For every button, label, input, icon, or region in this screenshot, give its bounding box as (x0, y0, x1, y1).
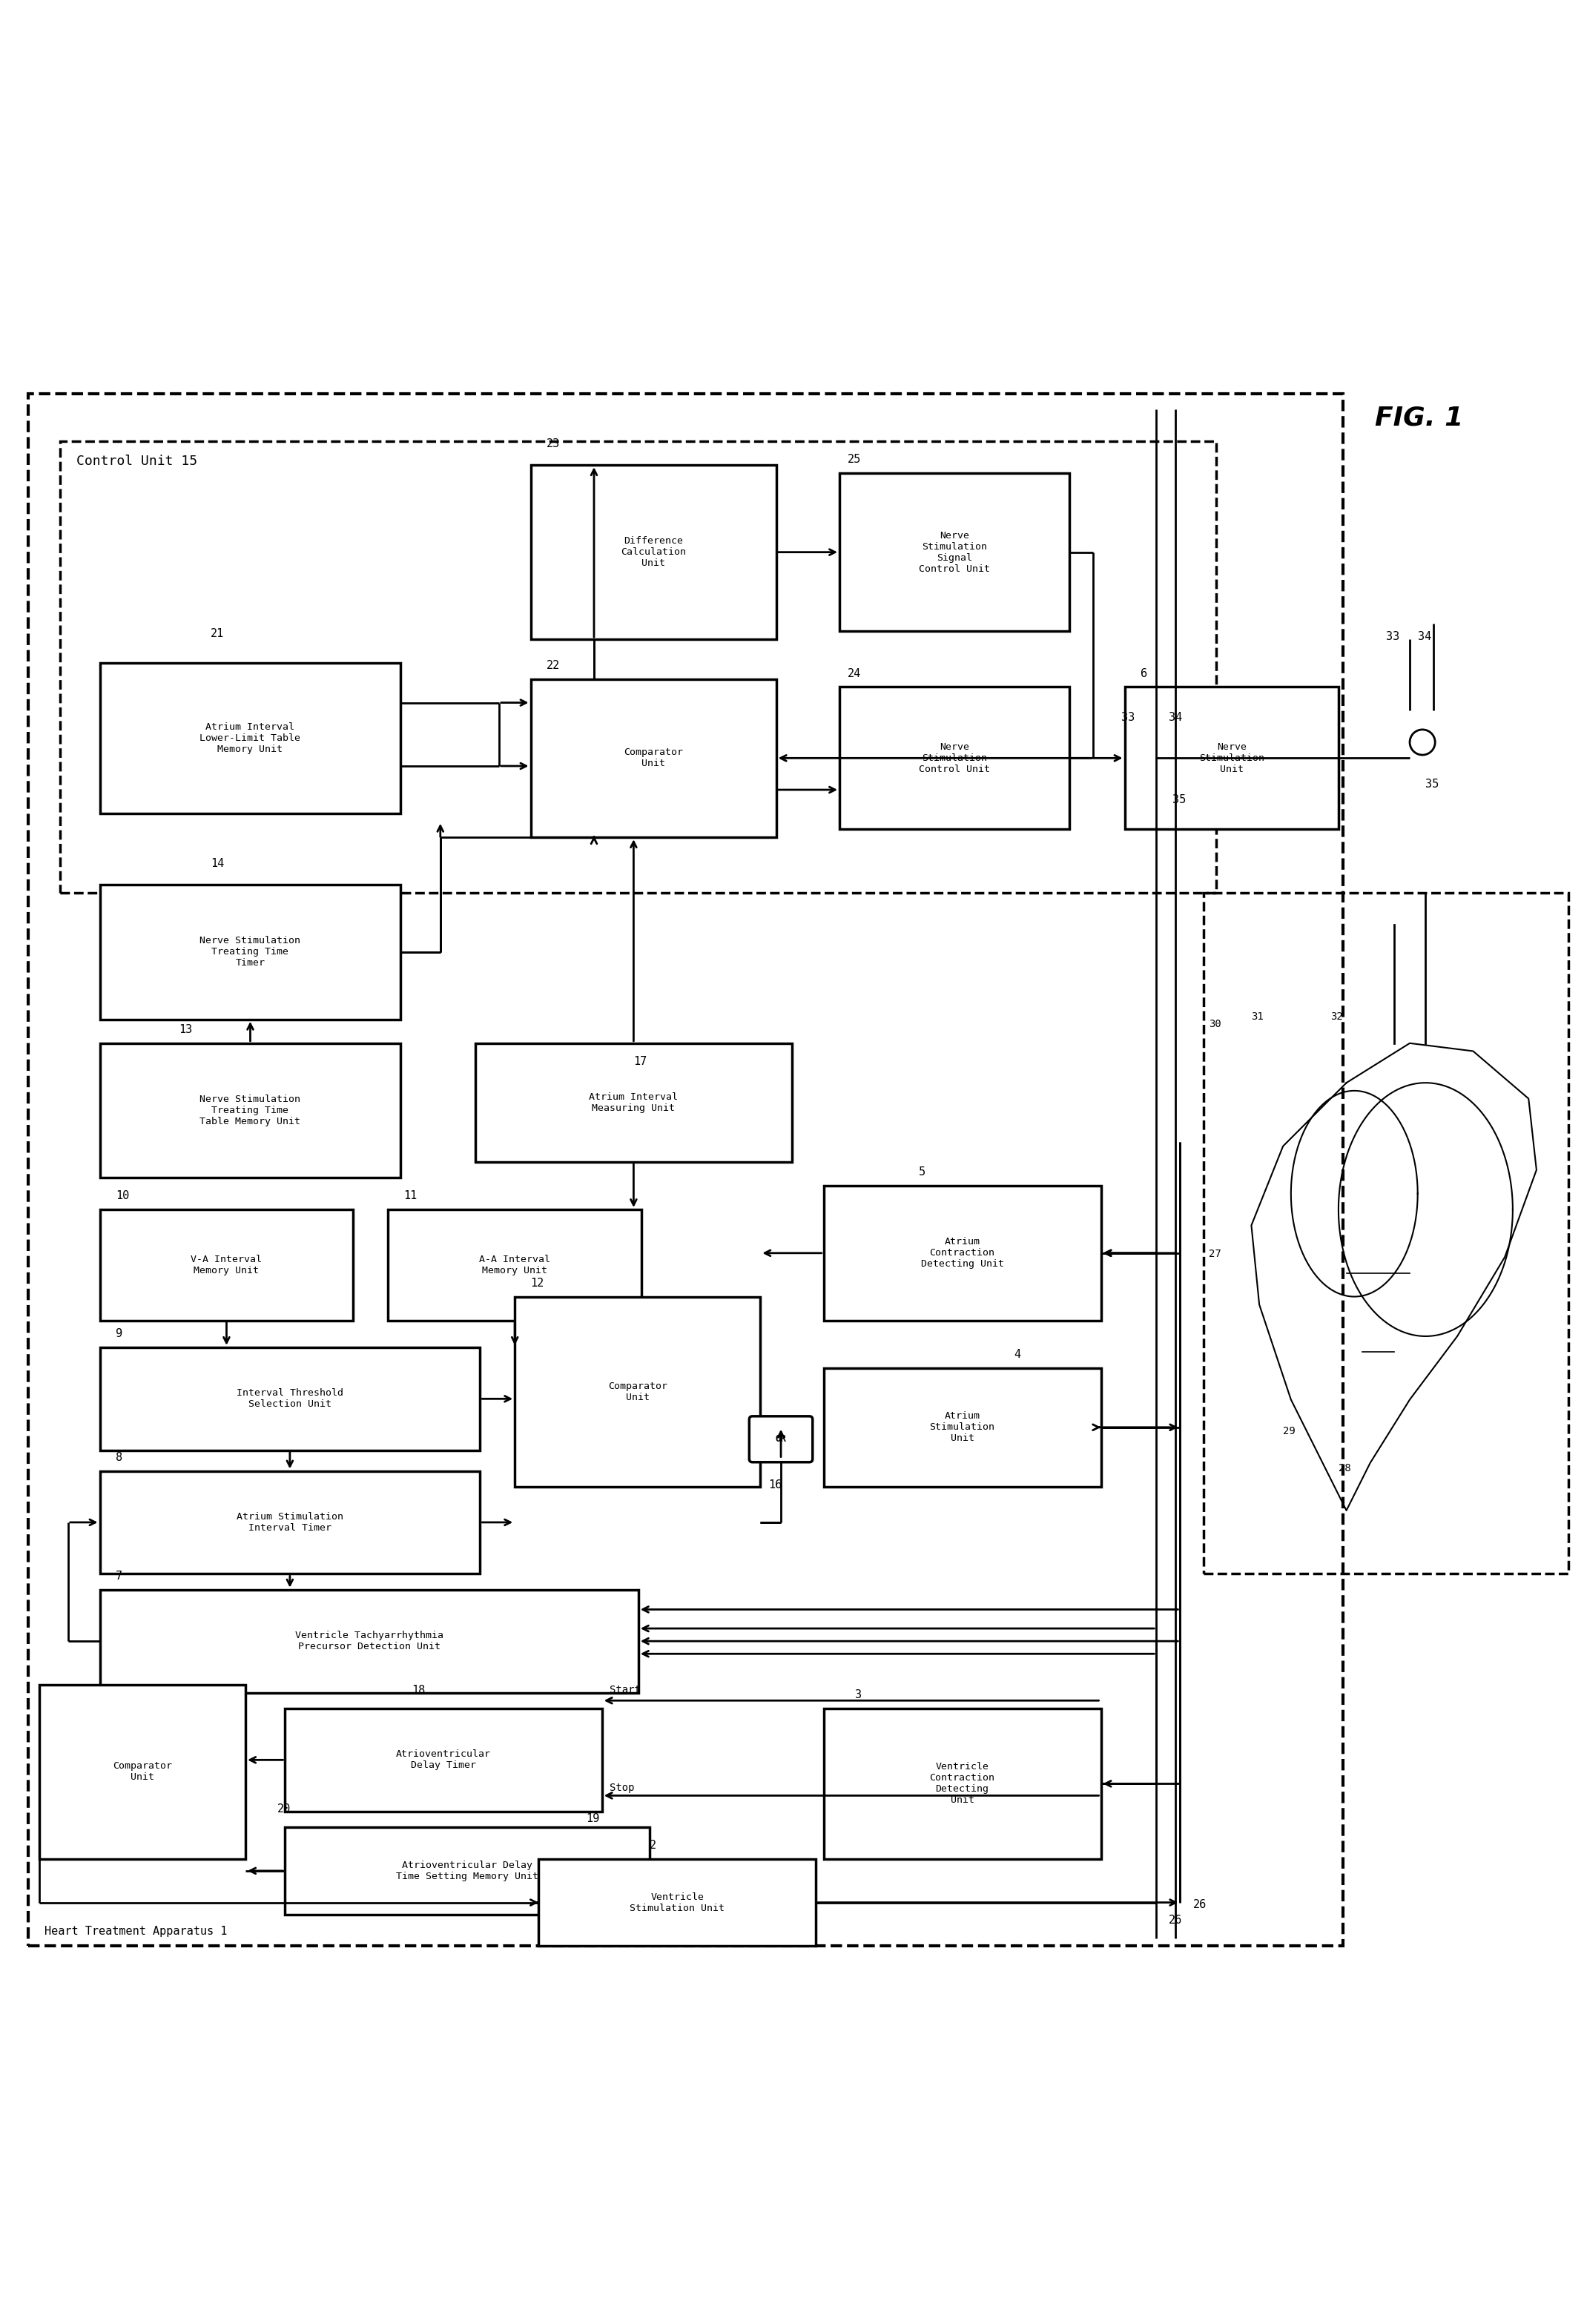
Bar (285, 1827, 649, 1915)
Text: 12: 12 (531, 1278, 545, 1290)
Text: 21: 21 (211, 627, 225, 639)
Text: Nerve
Stimulation
Unit: Nerve Stimulation Unit (1199, 741, 1264, 774)
Text: 3: 3 (855, 1690, 862, 1701)
Text: 2: 2 (649, 1841, 656, 1850)
Bar (100, 1590, 638, 1692)
Bar (824, 1369, 1101, 1487)
Text: OR: OR (775, 1434, 787, 1443)
Text: 18: 18 (412, 1685, 426, 1697)
Text: 7: 7 (116, 1571, 122, 1583)
Text: 5: 5 (919, 1167, 925, 1178)
Text: 33: 33 (1121, 711, 1136, 723)
Text: Nerve
Stimulation
Control Unit: Nerve Stimulation Control Unit (919, 741, 990, 774)
Text: 32: 32 (1331, 1011, 1343, 1023)
Text: Nerve
Stimulation
Signal
Control Unit: Nerve Stimulation Signal Control Unit (919, 530, 990, 574)
Text: Atrium Interval
Lower-Limit Table
Memory Unit: Atrium Interval Lower-Limit Table Memory… (200, 723, 301, 755)
Text: 23: 23 (546, 439, 561, 449)
Bar (100, 1208, 353, 1320)
Text: Ventricle Tachyarrhythmia
Precursor Detection Unit: Ventricle Tachyarrhythmia Precursor Dete… (295, 1631, 444, 1652)
Text: Ventricle
Stimulation Unit: Ventricle Stimulation Unit (630, 1892, 724, 1913)
Bar (1125, 688, 1338, 830)
Text: 20: 20 (277, 1803, 291, 1815)
Text: A-A Interval
Memory Unit: A-A Interval Memory Unit (480, 1255, 550, 1276)
Text: Interval Threshold
Selection Unit: Interval Threshold Selection Unit (236, 1387, 344, 1408)
Text: Comparator
Unit: Comparator Unit (608, 1380, 667, 1401)
Bar (840, 474, 1069, 632)
Bar (100, 662, 401, 813)
Bar (285, 1708, 602, 1810)
Bar (29, 393, 1343, 1945)
Text: 22: 22 (546, 660, 561, 672)
Bar (531, 679, 776, 837)
Text: 24: 24 (847, 667, 862, 679)
Bar (539, 1859, 816, 1945)
Text: 29: 29 (1283, 1427, 1296, 1436)
Text: Atrium Interval
Measuring Unit: Atrium Interval Measuring Unit (589, 1092, 678, 1113)
Text: 8: 8 (116, 1452, 122, 1462)
Bar (824, 1185, 1101, 1320)
Text: 16: 16 (768, 1480, 782, 1490)
Text: 10: 10 (116, 1190, 130, 1202)
Bar (60, 442, 1217, 892)
Text: Comparator
Unit: Comparator Unit (112, 1762, 173, 1783)
Text: Atrium Stimulation
Interval Timer: Atrium Stimulation Interval Timer (236, 1513, 344, 1534)
Text: 33: 33 (1386, 632, 1400, 641)
Text: 34: 34 (1418, 632, 1432, 641)
Bar (531, 465, 776, 639)
Text: 25: 25 (847, 453, 862, 465)
Bar (100, 1043, 401, 1178)
Text: 31: 31 (1251, 1011, 1264, 1023)
Text: 35: 35 (1172, 795, 1186, 806)
Text: Nerve Stimulation
Treating Time
Timer: Nerve Stimulation Treating Time Timer (200, 937, 301, 969)
Text: Atrioventricular
Delay Timer: Atrioventricular Delay Timer (396, 1750, 491, 1771)
Text: Atrium
Contraction
Detecting Unit: Atrium Contraction Detecting Unit (920, 1236, 1004, 1269)
Text: FIG. 1: FIG. 1 (1375, 404, 1464, 430)
Bar (388, 1208, 642, 1320)
Text: Nerve Stimulation
Treating Time
Table Memory Unit: Nerve Stimulation Treating Time Table Me… (200, 1095, 301, 1127)
Text: Start: Start (610, 1685, 642, 1694)
Text: Atrioventricular Delay
Time Setting Memory Unit: Atrioventricular Delay Time Setting Memo… (396, 1862, 539, 1880)
Text: Difference
Calculation
Unit: Difference Calculation Unit (621, 537, 686, 567)
Bar (840, 688, 1069, 830)
Text: 34: 34 (1169, 711, 1183, 723)
Text: Control Unit 15: Control Unit 15 (76, 456, 196, 467)
Text: 26: 26 (1169, 1915, 1183, 1927)
Text: 9: 9 (116, 1329, 122, 1339)
Text: 26: 26 (1193, 1899, 1207, 1910)
Bar (40, 1685, 246, 1859)
Text: 35: 35 (1426, 779, 1440, 790)
Text: Atrium
Stimulation
Unit: Atrium Stimulation Unit (930, 1411, 995, 1443)
Text: Ventricle
Contraction
Detecting
Unit: Ventricle Contraction Detecting Unit (930, 1762, 995, 1806)
Text: 4: 4 (1014, 1348, 1020, 1360)
Text: 6: 6 (1140, 667, 1147, 679)
Text: 11: 11 (404, 1190, 418, 1202)
Text: 27: 27 (1209, 1248, 1221, 1260)
FancyBboxPatch shape (749, 1415, 813, 1462)
Text: Comparator
Unit: Comparator Unit (624, 748, 683, 769)
Bar (100, 1348, 480, 1450)
Text: V-A Interval
Memory Unit: V-A Interval Memory Unit (192, 1255, 261, 1276)
Text: Stop: Stop (610, 1783, 635, 1794)
Bar (1204, 892, 1568, 1573)
Text: Heart Treatment Apparatus 1: Heart Treatment Apparatus 1 (44, 1927, 227, 1938)
Text: 19: 19 (586, 1813, 600, 1824)
Text: 13: 13 (179, 1025, 193, 1034)
Text: 30: 30 (1209, 1020, 1221, 1030)
Text: 28: 28 (1338, 1462, 1351, 1473)
Bar (100, 1471, 480, 1573)
Bar (515, 1297, 760, 1487)
Bar (824, 1708, 1101, 1859)
Bar (100, 885, 401, 1020)
Text: 14: 14 (211, 858, 225, 869)
Bar (475, 1043, 792, 1162)
Text: 17: 17 (634, 1055, 648, 1067)
